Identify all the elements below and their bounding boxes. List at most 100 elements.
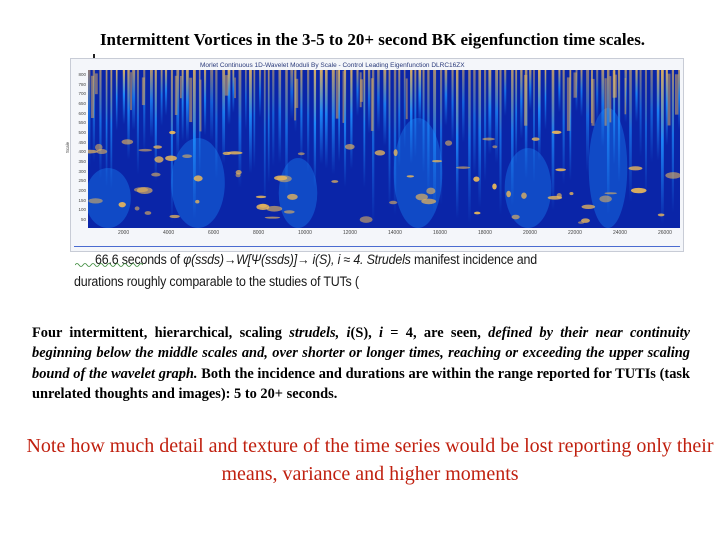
scalogram-stripe	[473, 70, 476, 176]
scalogram-stripe	[181, 70, 184, 142]
scalogram-blob	[331, 180, 339, 183]
x-tick-label: 26000	[658, 230, 672, 236]
scalogram-stripe	[245, 70, 247, 130]
wavelet-x-ticks: 2000 4000 6000 8000 10000 12000 14000 16000 1800…	[88, 230, 680, 238]
scalogram-blob	[154, 156, 164, 163]
scalogram-blob	[121, 139, 134, 145]
scalogram-stripe	[367, 70, 371, 134]
scalogram-blob	[426, 187, 436, 195]
scalogram-stripe	[338, 70, 340, 162]
scalogram-blob	[492, 145, 498, 149]
scalogram-blob	[88, 149, 98, 154]
y-tick-label: 100	[78, 207, 86, 213]
x-tick-label: 20000	[523, 230, 537, 236]
x-tick-label: 16000	[433, 230, 447, 236]
scalogram-blob	[88, 198, 103, 204]
scalogram-stripe	[678, 70, 680, 131]
scalogram-upper-band	[591, 70, 593, 124]
scalogram-blob	[151, 172, 161, 177]
scalogram-stripe	[410, 70, 413, 164]
scalogram-stripe	[278, 70, 282, 164]
y-tick-label: 200	[78, 187, 86, 193]
scalogram-blob	[665, 172, 680, 179]
wavelet-y-ticks: 800 780 700 650 600 550 500 450 400 350 300 250 200 1…	[72, 72, 86, 222]
scalogram-stripe	[562, 70, 565, 185]
scalogram-blob	[599, 195, 612, 203]
scalogram-blob	[506, 190, 511, 198]
y-tick-label: 250	[78, 178, 86, 184]
scalogram-upper-band	[609, 76, 612, 123]
scalogram-stripe	[331, 70, 335, 175]
scalogram-stripe	[488, 70, 492, 155]
scalogram-stripe	[176, 70, 180, 162]
x-tick-label: 4000	[163, 230, 175, 236]
body-text-5: = 4, are seen,	[383, 325, 489, 341]
scalogram-blob	[287, 193, 298, 200]
scalogram-stripe	[520, 70, 523, 139]
scalogram-blob	[389, 200, 398, 205]
y-tick-label: 600	[78, 110, 86, 116]
scalogram-stripe	[586, 70, 590, 173]
scalogram-blob	[393, 149, 398, 157]
scalogram-stripe	[136, 70, 139, 175]
scalogram-upper-band	[612, 70, 616, 98]
scalogram-upper-band	[141, 77, 145, 106]
x-tick-label: 24000	[613, 230, 627, 236]
scalogram-stripe	[127, 70, 130, 160]
scalogram-stripe	[533, 70, 535, 184]
x-tick-label: 8000	[253, 230, 265, 236]
scalogram-blob	[133, 187, 148, 193]
scalogram-stripe	[398, 70, 401, 168]
scalogram-upper-band	[674, 74, 679, 115]
y-tick-label: 550	[78, 120, 86, 126]
scalogram-stripe	[580, 70, 583, 117]
scalogram-stripe	[439, 70, 443, 205]
y-tick-label: 800	[78, 72, 86, 77]
scalogram-upper-band	[199, 79, 202, 132]
scalogram-blob	[578, 221, 585, 224]
scalogram-stripe	[558, 70, 561, 113]
scalogram-stripe	[253, 70, 256, 169]
scalogram-upper-band	[566, 77, 571, 131]
scalogram-stripe	[290, 70, 294, 120]
scalogram-upper-band	[624, 78, 627, 115]
scalogram-stripe	[433, 70, 437, 215]
scalogram-stripe	[601, 70, 605, 147]
scalogram-blob	[657, 213, 665, 217]
scalogram-blob	[256, 203, 270, 211]
y-tick-label: 500	[78, 129, 86, 135]
scalogram-blob	[473, 176, 480, 182]
scalogram-blob	[359, 216, 373, 223]
scalogram-upper-band	[573, 72, 577, 98]
scalogram-upper-band	[189, 77, 193, 123]
scalogram-stripe	[160, 70, 163, 127]
body-strudels-term: strudels, i	[289, 325, 351, 341]
scalogram-stripe	[551, 70, 555, 211]
scalogram-upper-band	[370, 78, 374, 131]
scalogram-stripe	[644, 70, 648, 196]
scalogram-stripe	[629, 70, 632, 203]
scalogram-stripe	[110, 70, 113, 190]
scalogram-stripe	[149, 70, 153, 139]
x-tick-label: 10000	[298, 230, 312, 236]
scalogram-plume	[588, 108, 628, 228]
scalogram-stripe	[455, 70, 459, 219]
scalogram-stripe	[143, 70, 146, 152]
scalogram-stripe	[227, 70, 231, 125]
scalogram-upper-band	[234, 77, 236, 99]
scalogram-stripe	[272, 70, 275, 167]
scalogram-blob	[235, 170, 242, 175]
y-tick-label: 150	[78, 197, 86, 203]
scalogram-upper-band	[360, 79, 363, 102]
scalogram-upper-band	[604, 78, 607, 126]
scalogram-stripe	[319, 70, 323, 165]
scalogram-stripe	[544, 70, 547, 130]
scalogram-blob	[283, 210, 295, 214]
scalogram-stripe	[371, 70, 375, 224]
scalogram-stripe	[613, 70, 616, 165]
x-tick-label: 22000	[568, 230, 582, 236]
x-tick-label: 14000	[388, 230, 402, 236]
scalogram-upper-band	[342, 70, 345, 123]
scalogram-stripe	[210, 70, 214, 142]
scalogram-stripe	[656, 70, 660, 161]
